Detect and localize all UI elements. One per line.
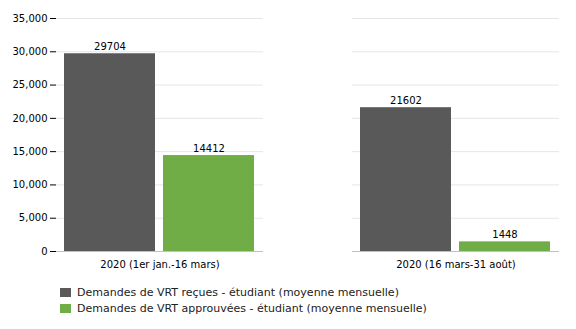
svg-text:25,000: 25,000 xyxy=(13,79,48,90)
svg-text:2020 (1er jan.-16 mars): 2020 (1er jan.-16 mars) xyxy=(100,259,219,270)
svg-text:10,000: 10,000 xyxy=(13,179,48,190)
svg-text:2020 (16 mars-31 août): 2020 (16 mars-31 août) xyxy=(396,259,516,270)
svg-text:30,000: 30,000 xyxy=(13,46,48,57)
svg-text:5,000: 5,000 xyxy=(19,212,48,223)
html-text:Demandes de VRT approuvées - é: Demandes de VRT approuvées - étudiant (m… xyxy=(77,302,427,315)
html-text:Demandes de VRT reçues - étudi: Demandes de VRT reçues - étudiant (moyen… xyxy=(77,286,399,299)
svg-text:14412: 14412 xyxy=(193,143,225,154)
svg-text:20,000: 20,000 xyxy=(13,113,48,124)
svg-text:21602: 21602 xyxy=(390,95,422,106)
svg-text:0: 0 xyxy=(41,246,47,257)
svg-text:29704: 29704 xyxy=(94,41,126,52)
svg-text:35,000: 35,000 xyxy=(13,13,48,24)
svg-text:1448: 1448 xyxy=(492,229,517,240)
svg-text:15,000: 15,000 xyxy=(13,146,48,157)
